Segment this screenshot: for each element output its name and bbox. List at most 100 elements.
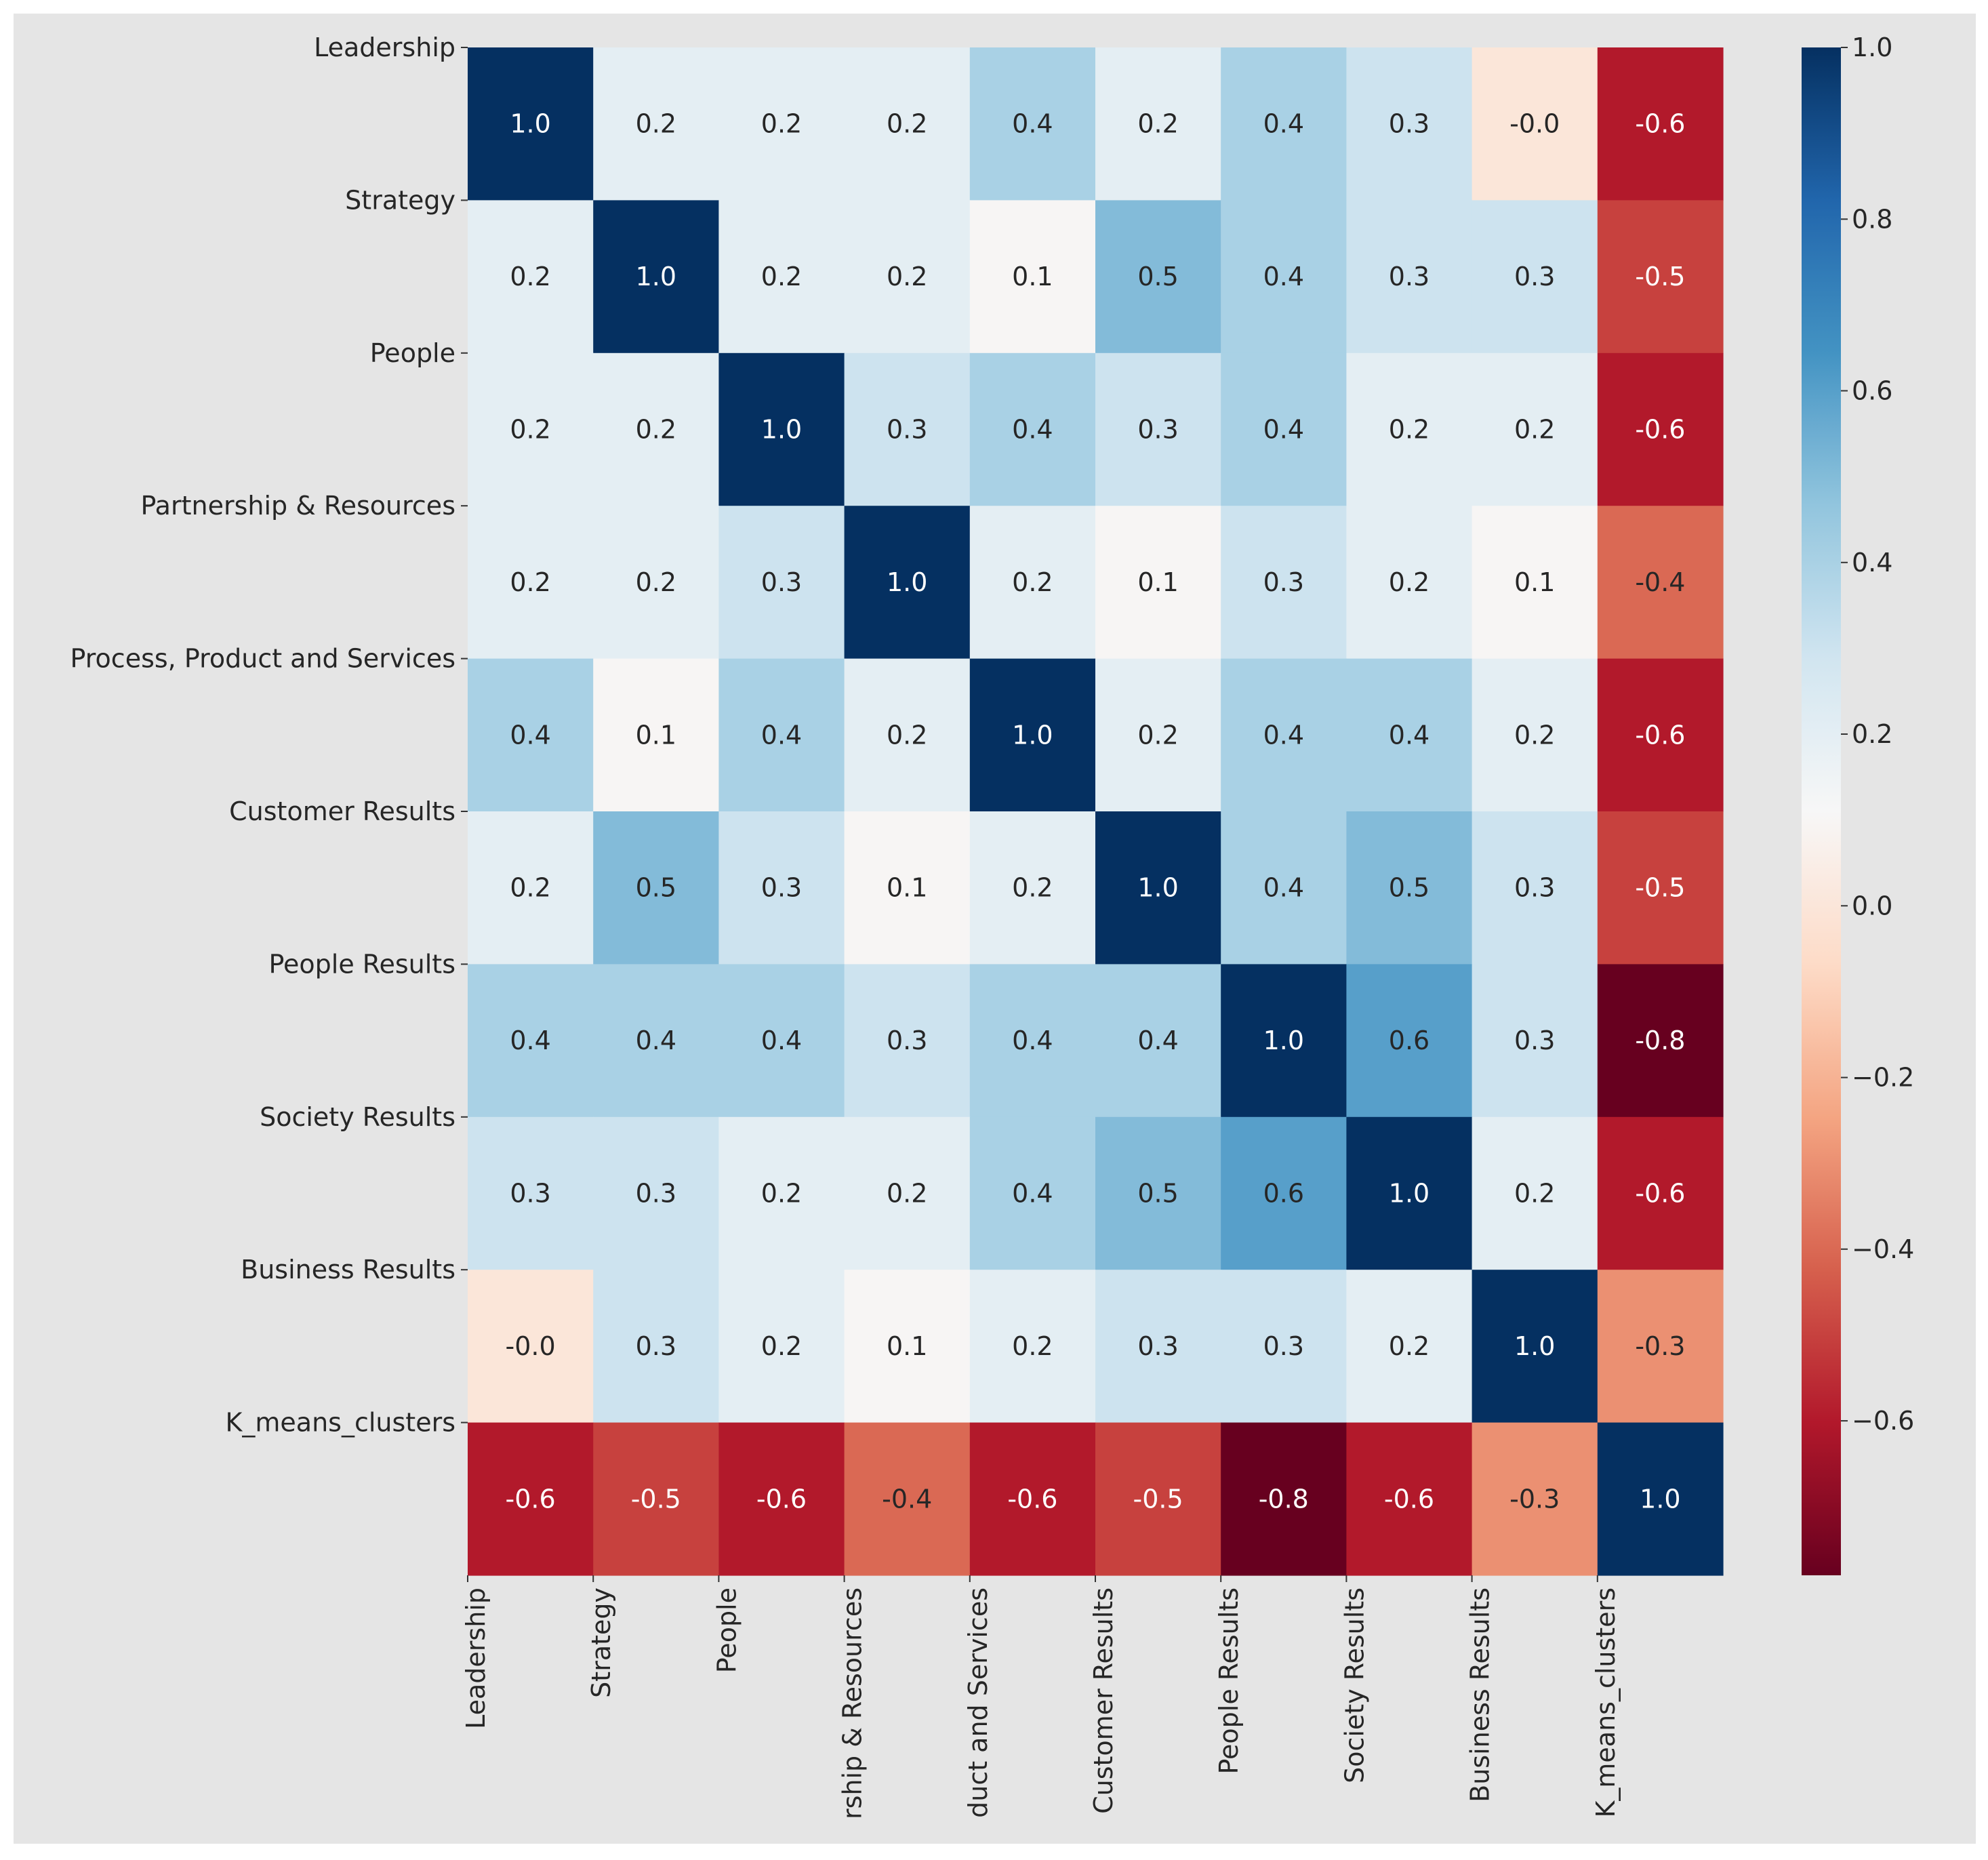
cell-annotation: 0.1 (1137, 567, 1178, 597)
heatmap-cell (844, 658, 971, 812)
heatmap-cell (1095, 1422, 1221, 1576)
cell-annotation: 0.5 (636, 873, 676, 903)
cell-annotation: -0.5 (1635, 262, 1685, 291)
cell-annotation: -0.5 (631, 1484, 681, 1514)
colorbar-tick-label: 0.2 (1852, 719, 1892, 749)
cell-annotation: 0.3 (1389, 262, 1429, 291)
heatmap-cell (1472, 47, 1598, 201)
cell-annotation: -0.6 (1635, 415, 1685, 445)
heatmap-cell (1597, 1116, 1724, 1270)
heatmap-cell (1346, 1116, 1473, 1270)
y-tick-label: K_means_clusters (225, 1408, 455, 1438)
heatmap-cell (468, 658, 594, 812)
cell-annotation: 0.2 (887, 262, 927, 291)
x-tick-label: People Results (1214, 1588, 1244, 1775)
colorbar-tick-label: 0.0 (1852, 891, 1892, 921)
heatmap-cell (1597, 658, 1724, 812)
cell-annotation: -0.8 (1635, 1026, 1685, 1055)
heatmap-cells: 1.0 0.2 0.2 0.2 0.4 0.2 0.4 0.3 -0.0 -0.6 0.2 1.0 0.… (468, 47, 1724, 1576)
cell-annotation: -0.6 (506, 1484, 556, 1514)
heatmap-cell (1221, 658, 1347, 812)
cell-annotation: 0.4 (636, 1026, 676, 1055)
cell-annotation: 0.3 (1389, 109, 1429, 139)
cell-annotation: 1.0 (1263, 1026, 1304, 1055)
cell-annotation: 0.2 (510, 873, 550, 903)
cell-annotation: 0.3 (761, 567, 802, 597)
heatmap-cell (468, 47, 594, 201)
cell-annotation: 0.2 (887, 1179, 927, 1209)
cell-annotation: 0.3 (636, 1331, 676, 1361)
heatmap-cell (1221, 47, 1347, 201)
colorbar-gradient (1802, 47, 1841, 1575)
heatmap-cell (1221, 506, 1347, 660)
cell-annotation: 1.0 (887, 567, 927, 597)
heatmap-cell (1221, 1270, 1347, 1423)
heatmap-cell (593, 811, 719, 965)
cell-annotation: 0.4 (1263, 262, 1304, 291)
heatmap-cell (844, 47, 971, 201)
heatmap-cell (969, 352, 1096, 506)
heatmap-cell (718, 658, 845, 812)
cell-annotation: 0.3 (1514, 873, 1555, 903)
heatmap-cell (1346, 352, 1473, 506)
heatmap-cell (1346, 506, 1473, 660)
heatmap-cell (718, 1422, 845, 1576)
heatmap-cell (844, 352, 971, 506)
heatmap-cell (1221, 811, 1347, 965)
colorbar-tick-label: 0.6 (1852, 376, 1892, 406)
cell-annotation: 0.3 (1137, 1331, 1178, 1361)
heatmap-cell (468, 811, 594, 965)
heatmap-cell (844, 964, 971, 1118)
cell-annotation: 0.1 (1514, 567, 1555, 597)
cell-annotation: 0.4 (1263, 415, 1304, 445)
heatmap-cell (969, 506, 1096, 660)
heatmap-cell (1095, 352, 1221, 506)
cell-annotation: 0.2 (510, 262, 550, 291)
cell-annotation: 0.3 (887, 415, 927, 445)
cell-annotation: 0.2 (1514, 415, 1555, 445)
heatmap-cell (1472, 1422, 1598, 1576)
cell-annotation: 0.1 (1012, 262, 1053, 291)
heatmap-cell (1095, 47, 1221, 201)
heatmap-cell (718, 1270, 845, 1423)
heatmap-cell (718, 1116, 845, 1270)
cell-annotation: -0.6 (1635, 720, 1685, 750)
heatmap-cell (1472, 1270, 1598, 1423)
heatmap-cell (718, 200, 845, 354)
y-tick-label: Partnership & Resources (140, 491, 455, 521)
cell-annotation: 0.2 (636, 415, 676, 445)
heatmap-cell (969, 1270, 1096, 1423)
y-axis-ticks: Leadership Strategy People Partnership & Re… (70, 33, 468, 1438)
cell-annotation: 0.4 (510, 720, 550, 750)
colorbar-tick-label: 0.8 (1852, 204, 1892, 234)
cell-annotation: -0.6 (1007, 1484, 1057, 1514)
x-tick-label: Customer Results (1089, 1588, 1118, 1814)
cell-annotation: 0.2 (761, 1179, 802, 1209)
x-tick-label: People (712, 1588, 742, 1673)
cell-annotation: 0.3 (887, 1026, 927, 1055)
heatmap-cell (1346, 658, 1473, 812)
cell-annotation: -0.0 (1509, 109, 1560, 139)
heatmap-cell (718, 811, 845, 965)
heatmap-cell (969, 47, 1096, 201)
cell-annotation: 0.2 (887, 720, 927, 750)
colorbar-tick-label: −0.6 (1852, 1406, 1914, 1436)
heatmap-cell (1472, 200, 1598, 354)
cell-annotation: 0.4 (761, 720, 802, 750)
cell-annotation: 0.2 (1137, 109, 1178, 139)
heatmap-cell (1221, 1422, 1347, 1576)
heatmap-cell (969, 1116, 1096, 1270)
heatmap-cell (969, 1422, 1096, 1576)
heatmap-cell (969, 964, 1096, 1118)
cell-annotation: 0.2 (761, 262, 802, 291)
cell-annotation: 0.4 (510, 1026, 550, 1055)
cell-annotation: 0.3 (1263, 567, 1304, 597)
cell-annotation: -0.3 (1509, 1484, 1560, 1514)
heatmap-cell (1346, 47, 1473, 201)
y-tick-label: Leadership (314, 33, 455, 62)
x-tick-label: Leadership (461, 1588, 491, 1729)
y-tick-label: People (370, 338, 455, 368)
colorbar: 1.0 0.8 0.6 0.4 0.2 0.0 −0.2 −0.4 −0.6 (1802, 33, 1914, 1575)
y-tick-label: Customer Results (229, 796, 455, 826)
